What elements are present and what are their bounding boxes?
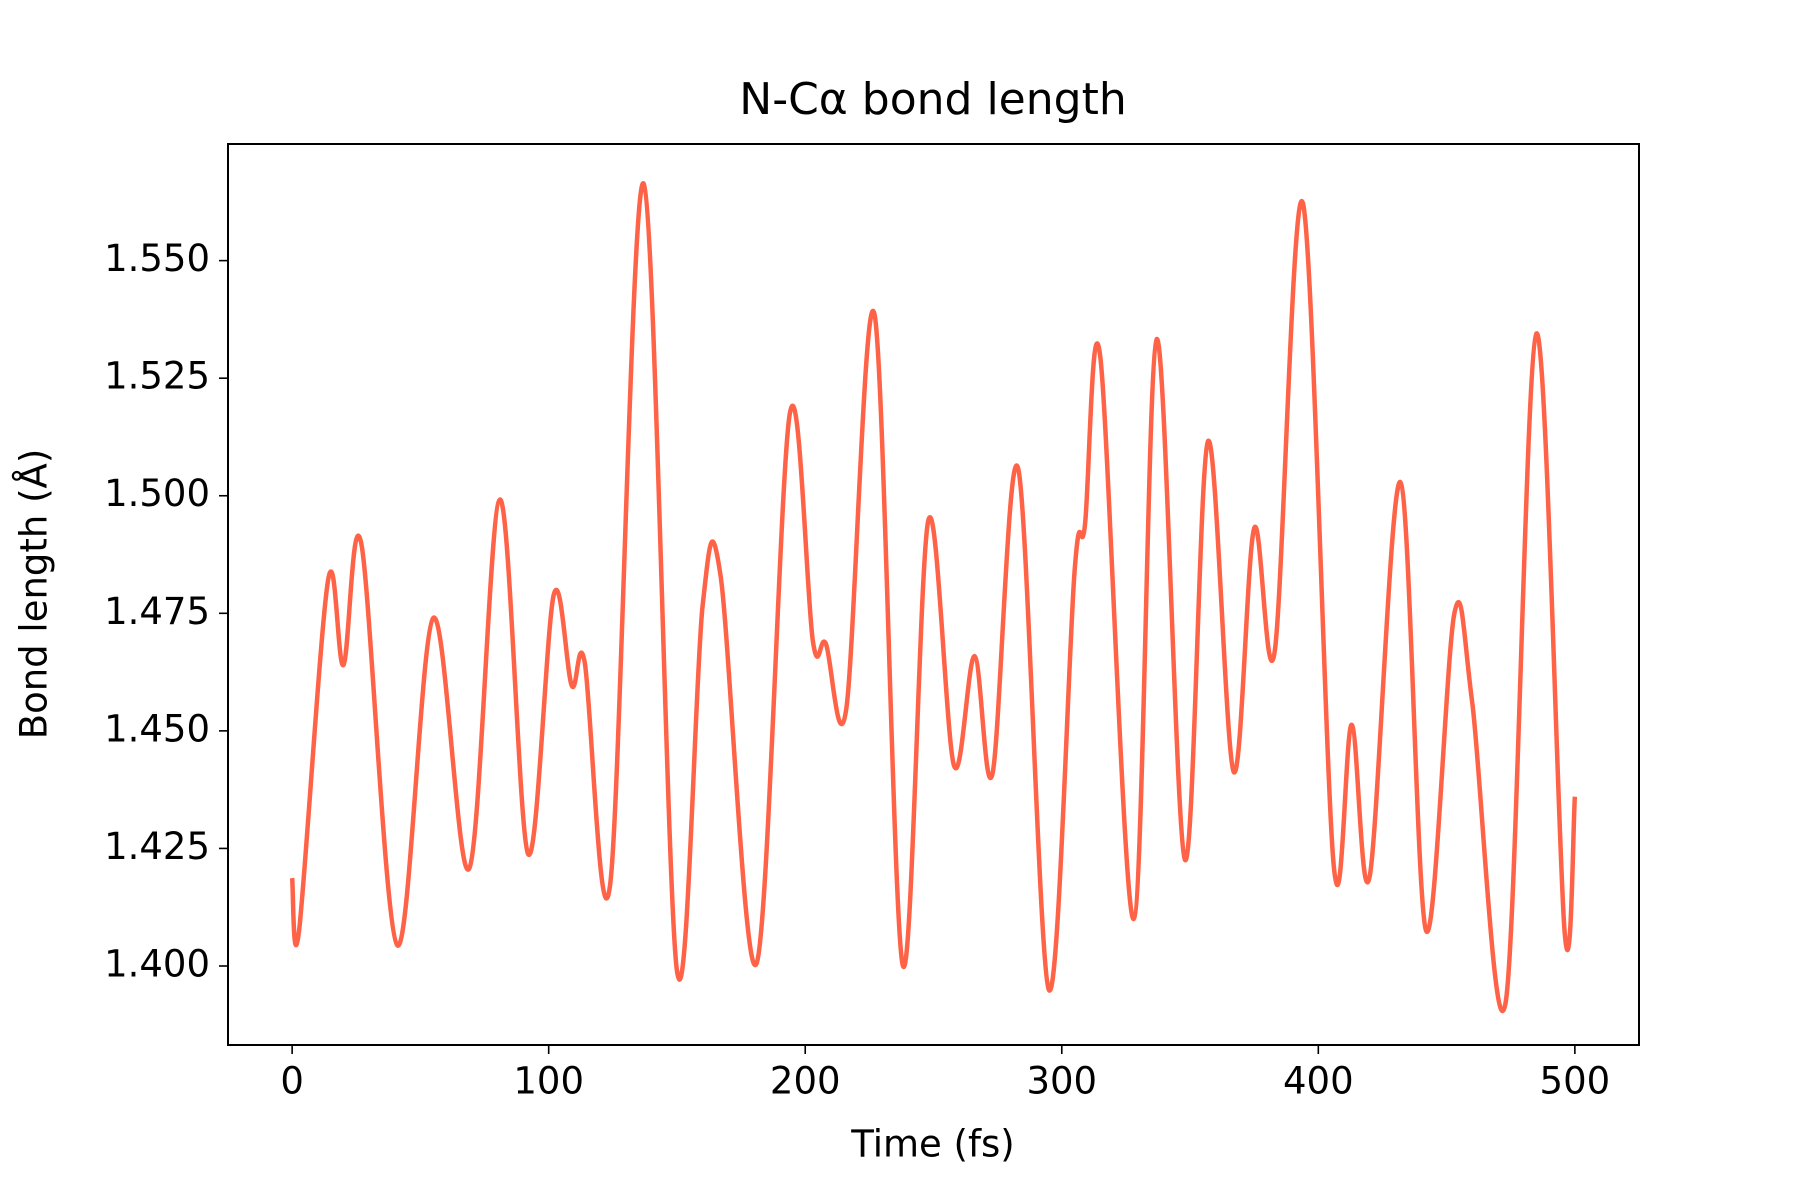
x-tick-label: 300 bbox=[1026, 1060, 1097, 1103]
x-tick-label: 400 bbox=[1283, 1060, 1354, 1103]
y-tick-label: 1.500 bbox=[104, 472, 210, 515]
data-line bbox=[289, 181, 1578, 1014]
x-axis-label: Time (fs) bbox=[850, 1123, 1014, 1166]
x-tick-label: 200 bbox=[770, 1060, 841, 1103]
plot-frame bbox=[227, 143, 1640, 1046]
y-tick-label: 1.400 bbox=[104, 942, 210, 985]
y-tick-label: 1.525 bbox=[104, 355, 210, 398]
y-tick-label: 1.425 bbox=[104, 825, 210, 868]
x-tick-label: 0 bbox=[280, 1060, 304, 1103]
x-tick-label: 100 bbox=[513, 1060, 584, 1103]
y-tick-label: 1.550 bbox=[104, 237, 210, 280]
x-tick-label: 500 bbox=[1540, 1060, 1611, 1103]
y-axis-label: Bond length (Å) bbox=[12, 449, 56, 740]
y-tick-label: 1.475 bbox=[104, 590, 210, 633]
y-tick-label: 1.450 bbox=[104, 707, 210, 750]
chart-title: N-Cα bond length bbox=[739, 74, 1126, 125]
